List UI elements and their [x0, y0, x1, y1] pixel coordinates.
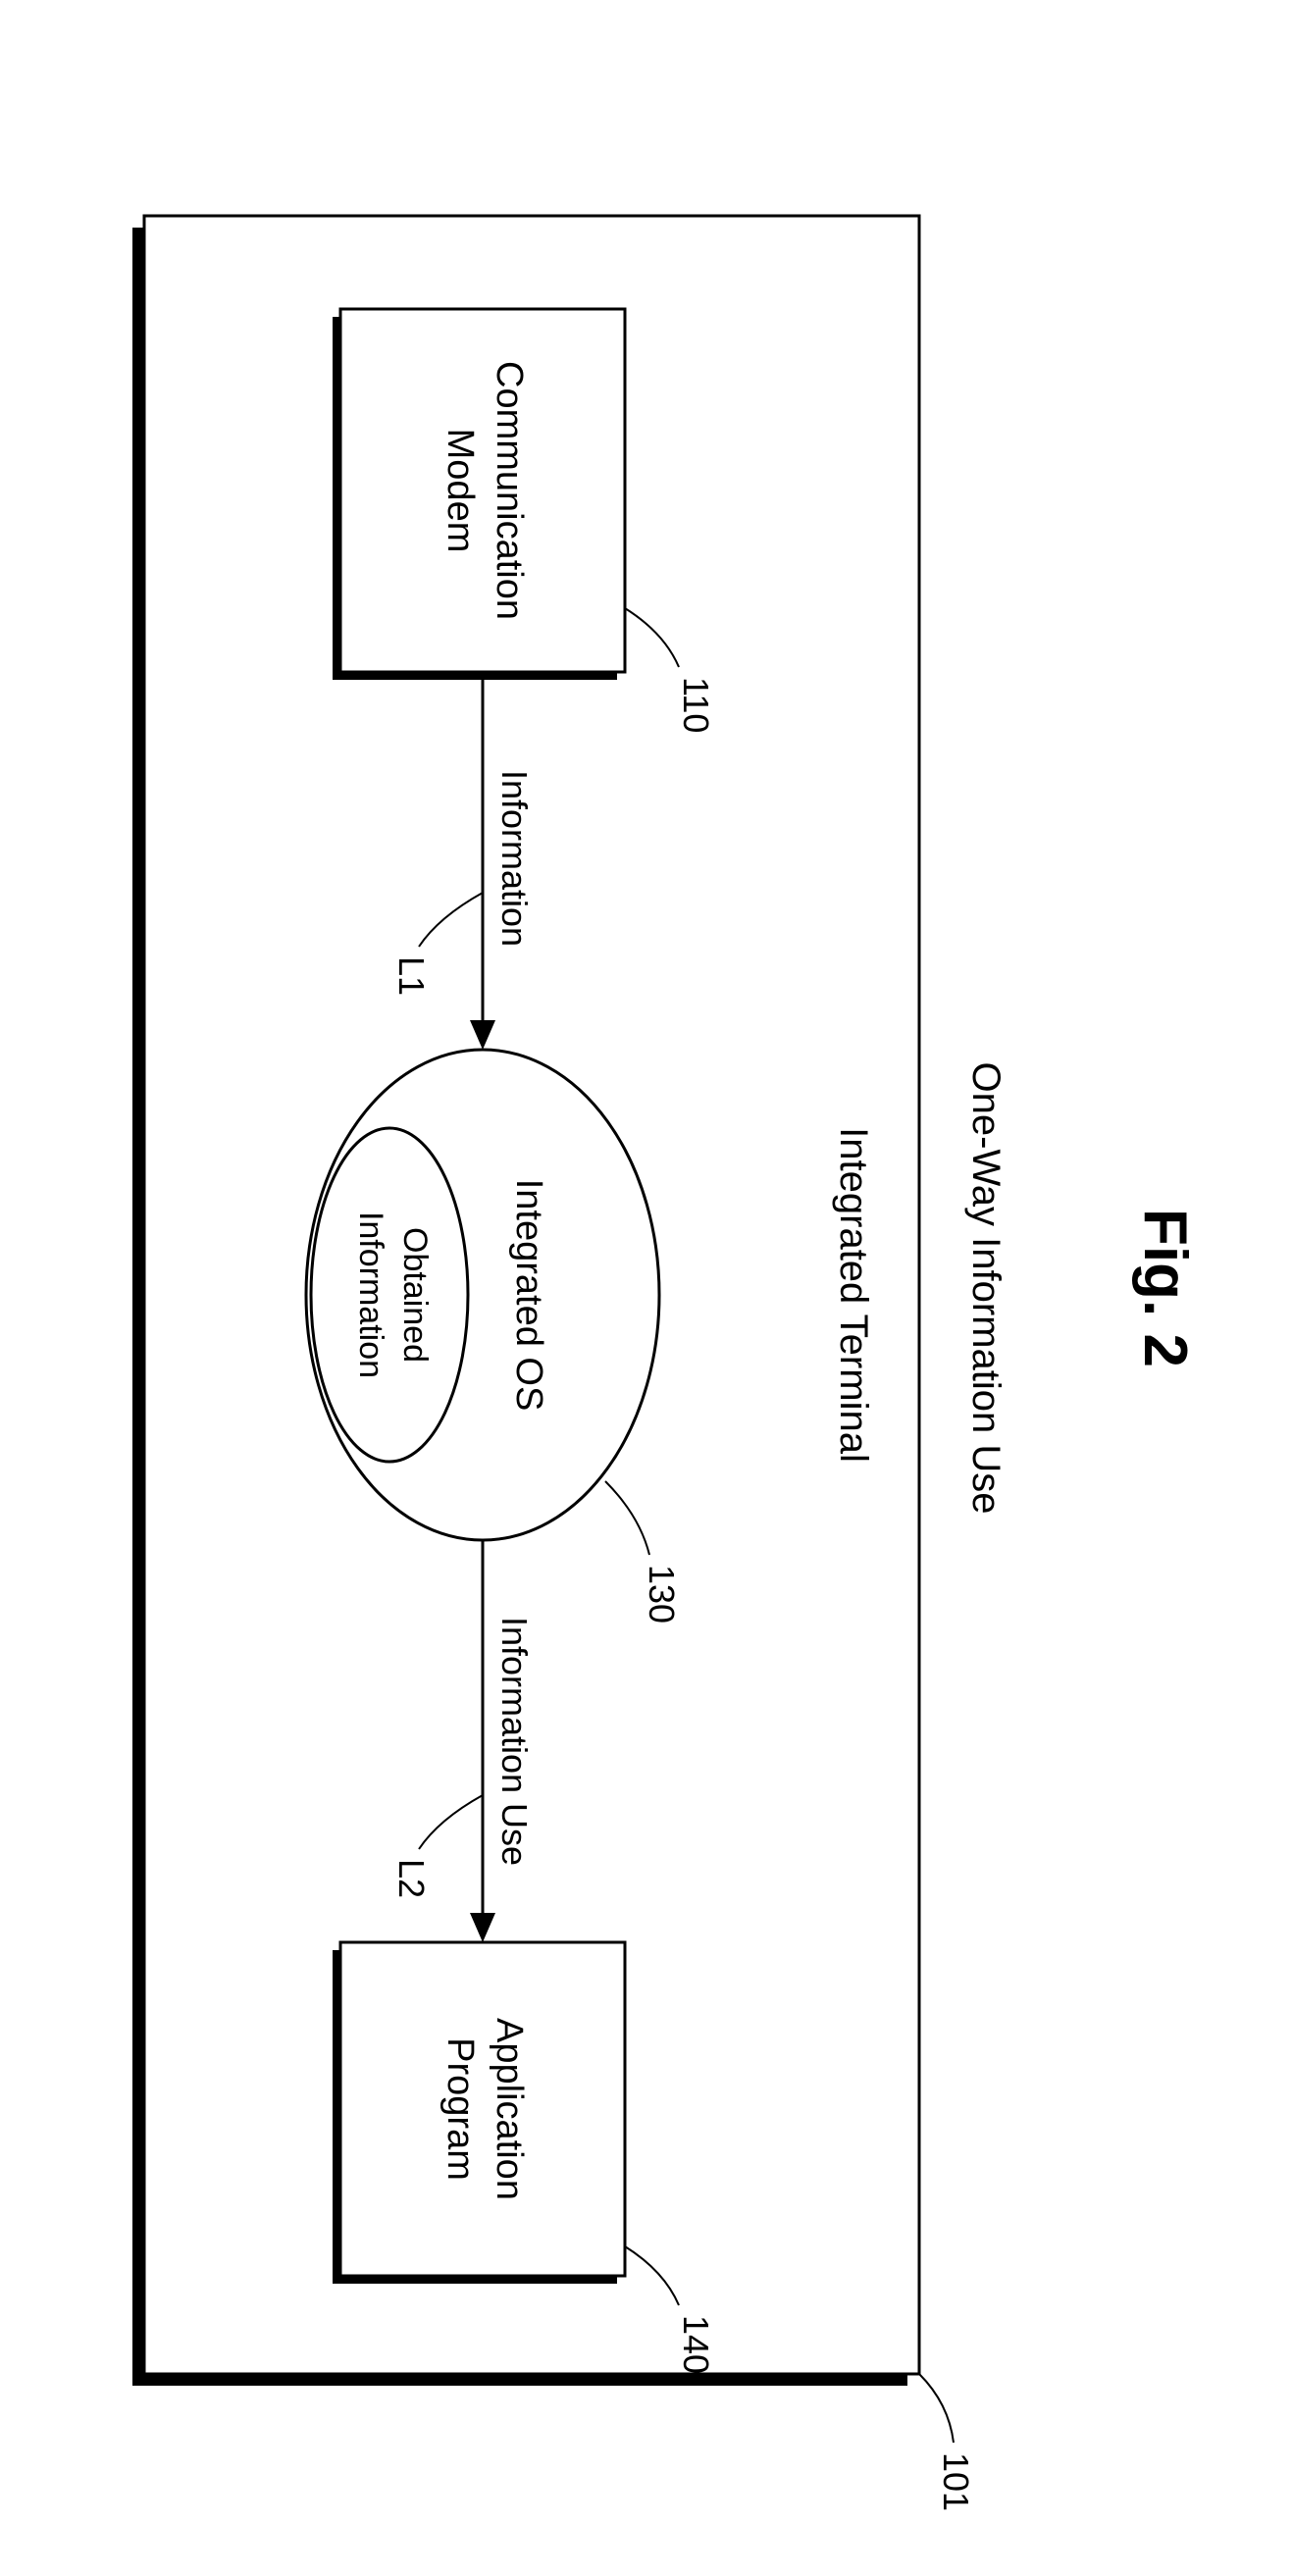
outer-box-title: Integrated Terminal: [832, 1127, 875, 1463]
app-line2: Program: [439, 2037, 481, 2181]
arrow2-label: Information Use: [494, 1617, 535, 1866]
figure-label: Fig. 2: [1131, 1209, 1199, 1367]
modem-line2: Modem: [439, 429, 481, 553]
os-inner2: Information: [352, 1211, 389, 1378]
modem-line1: Communication: [489, 361, 530, 620]
app-line1: Application: [489, 2018, 530, 2200]
modem-ref: 110: [676, 677, 716, 733]
page: Fig. 2 One-Way Information Use 101 Integ…: [0, 0, 1292, 2576]
diagram-svg: Fig. 2 One-Way Information Use 101 Integ…: [0, 0, 1292, 2576]
outer-box-ref: 101: [936, 2452, 976, 2511]
title-above: One-Way Information Use: [964, 1062, 1008, 1515]
os-inner1: Obtained: [396, 1227, 434, 1363]
app-ref: 140: [676, 2315, 716, 2374]
arrow1-ref: L1: [391, 956, 432, 996]
arrow1-label: Information: [494, 770, 535, 947]
os-label: Integrated OS: [508, 1179, 549, 1412]
os-ref: 130: [642, 1565, 682, 1623]
arrow2-ref: L2: [391, 1859, 432, 1898]
